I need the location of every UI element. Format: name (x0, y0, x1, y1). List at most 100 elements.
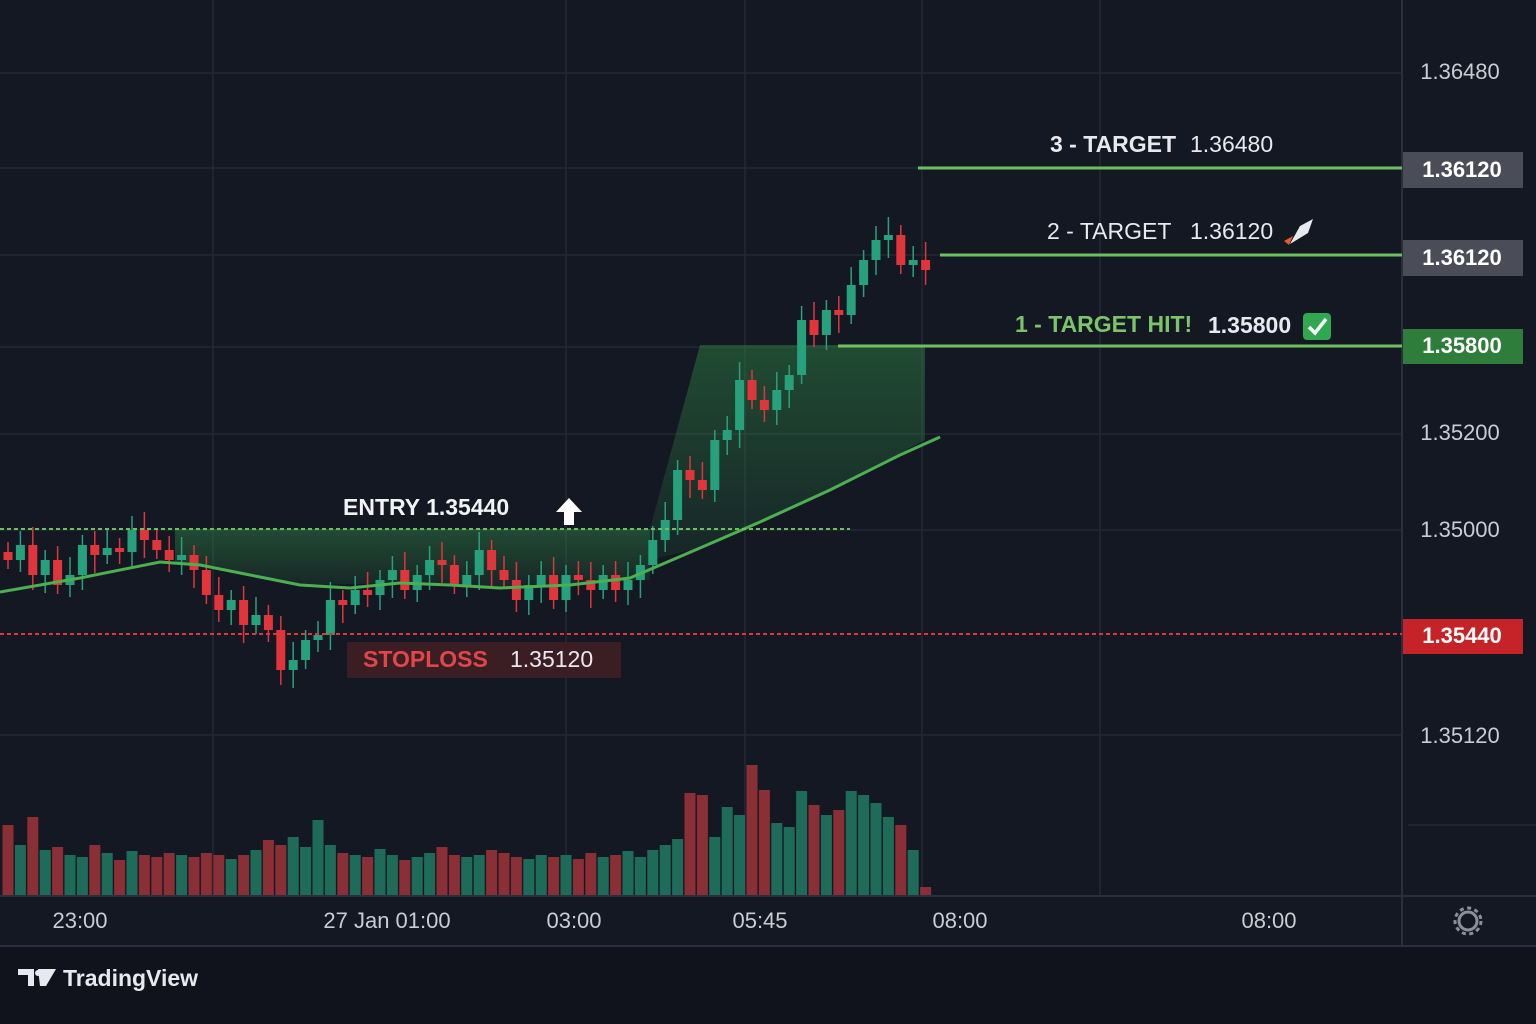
candle-body (846, 285, 856, 315)
volume-bar (622, 851, 634, 895)
volume-bar (176, 855, 188, 895)
stoploss-label: STOPLOSS (363, 646, 488, 672)
volume-bar (771, 823, 783, 895)
candle-body (288, 660, 298, 670)
volume-bar (374, 849, 386, 895)
time-label: 08:00 (932, 908, 987, 933)
volume-bar (262, 840, 274, 895)
volume-bar (64, 855, 76, 895)
price-label: 1.35120 (1420, 723, 1500, 748)
volume-bar (895, 825, 907, 895)
brand-name[interactable]: TradingView (63, 965, 198, 991)
price-badge (1403, 240, 1523, 276)
candle-body (164, 550, 174, 560)
stoploss-price: 1.35120 (510, 646, 593, 672)
target3-price: 1.36480 (1190, 131, 1273, 157)
volume-bar (362, 857, 374, 895)
target2-label: 2 - TARGET (1047, 218, 1171, 244)
settings-icon[interactable] (1453, 906, 1483, 936)
volume-bar (510, 857, 522, 895)
volume-bar (436, 847, 448, 895)
volume-bar (858, 795, 870, 895)
candle-body (697, 480, 707, 490)
volume-bar (52, 847, 64, 895)
candle-body (549, 575, 559, 600)
volume-bar (448, 855, 460, 895)
candle-body (834, 310, 844, 315)
volume-bar (163, 853, 175, 895)
price-label: 1.36480 (1420, 59, 1500, 84)
target3-label: 3 - TARGET (1050, 131, 1176, 157)
candle-body (896, 235, 906, 265)
volume-bar (845, 791, 857, 895)
volume-bar (337, 853, 349, 895)
volume-bar (585, 853, 597, 895)
time-label: 05:45 (732, 908, 787, 933)
volume-bar (523, 859, 535, 895)
volume-bar (709, 837, 721, 895)
volume-bar (300, 847, 312, 895)
volume-bar (287, 837, 299, 895)
candle-body (474, 550, 484, 575)
candle-body (921, 260, 931, 270)
volume-bar (758, 790, 770, 895)
candle-body (115, 548, 125, 552)
volume-bar (200, 853, 212, 895)
candle-body (201, 570, 211, 595)
candle-body (573, 575, 583, 580)
moving-average (0, 435, 941, 594)
candle-body (710, 440, 720, 490)
time-label: 03:00 (546, 908, 601, 933)
volume-bar (213, 855, 225, 895)
volume-bar (684, 793, 696, 895)
candle-body (325, 600, 335, 635)
candle-body (127, 530, 137, 552)
volume-bar (486, 850, 498, 895)
candle-body (177, 555, 187, 560)
candle-body (511, 580, 521, 600)
candle-body (400, 570, 410, 590)
price-label: 1.35200 (1420, 420, 1500, 445)
candle-body (3, 552, 13, 560)
volume-bar (473, 855, 485, 895)
candle-body (747, 380, 757, 400)
candle-body (77, 545, 87, 575)
rocket-icon (1284, 219, 1313, 245)
candle-body (276, 630, 286, 670)
volume-bar (907, 850, 919, 895)
stoploss-box (347, 642, 621, 678)
entry-zone (175, 529, 650, 588)
candle-body (226, 600, 236, 610)
volume-bar (734, 815, 746, 895)
volume-bar (461, 857, 473, 895)
check-icon (1303, 313, 1331, 340)
brand-logo (18, 969, 56, 986)
volume-bar (746, 765, 758, 895)
candle-body (425, 560, 435, 575)
volume-bar (548, 857, 560, 895)
volume-bar (696, 795, 708, 895)
entry-label: ENTRY 1.35440 (343, 494, 509, 520)
candle-body (15, 545, 25, 560)
volume-bar (820, 815, 832, 895)
volume-bar (225, 859, 237, 895)
volume-bar (920, 887, 932, 895)
volume-bar (572, 859, 584, 895)
volume-bar (424, 853, 436, 895)
volume-bar (324, 845, 336, 895)
candle-body (375, 580, 385, 595)
volume-bar (535, 855, 547, 895)
price-badge-text: 1.36120 (1422, 157, 1502, 182)
volume-bar (386, 855, 398, 895)
candle-body (28, 545, 38, 575)
time-label: 08:00 (1241, 908, 1296, 933)
candle-body (239, 600, 249, 625)
footer-bar (0, 946, 1536, 1024)
candle-body (251, 615, 261, 625)
volume-bar (560, 855, 572, 895)
volume-bar (808, 805, 820, 895)
candle-body (487, 550, 497, 570)
candle-body (859, 260, 869, 285)
price-badge-text: 1.36120 (1422, 245, 1502, 270)
